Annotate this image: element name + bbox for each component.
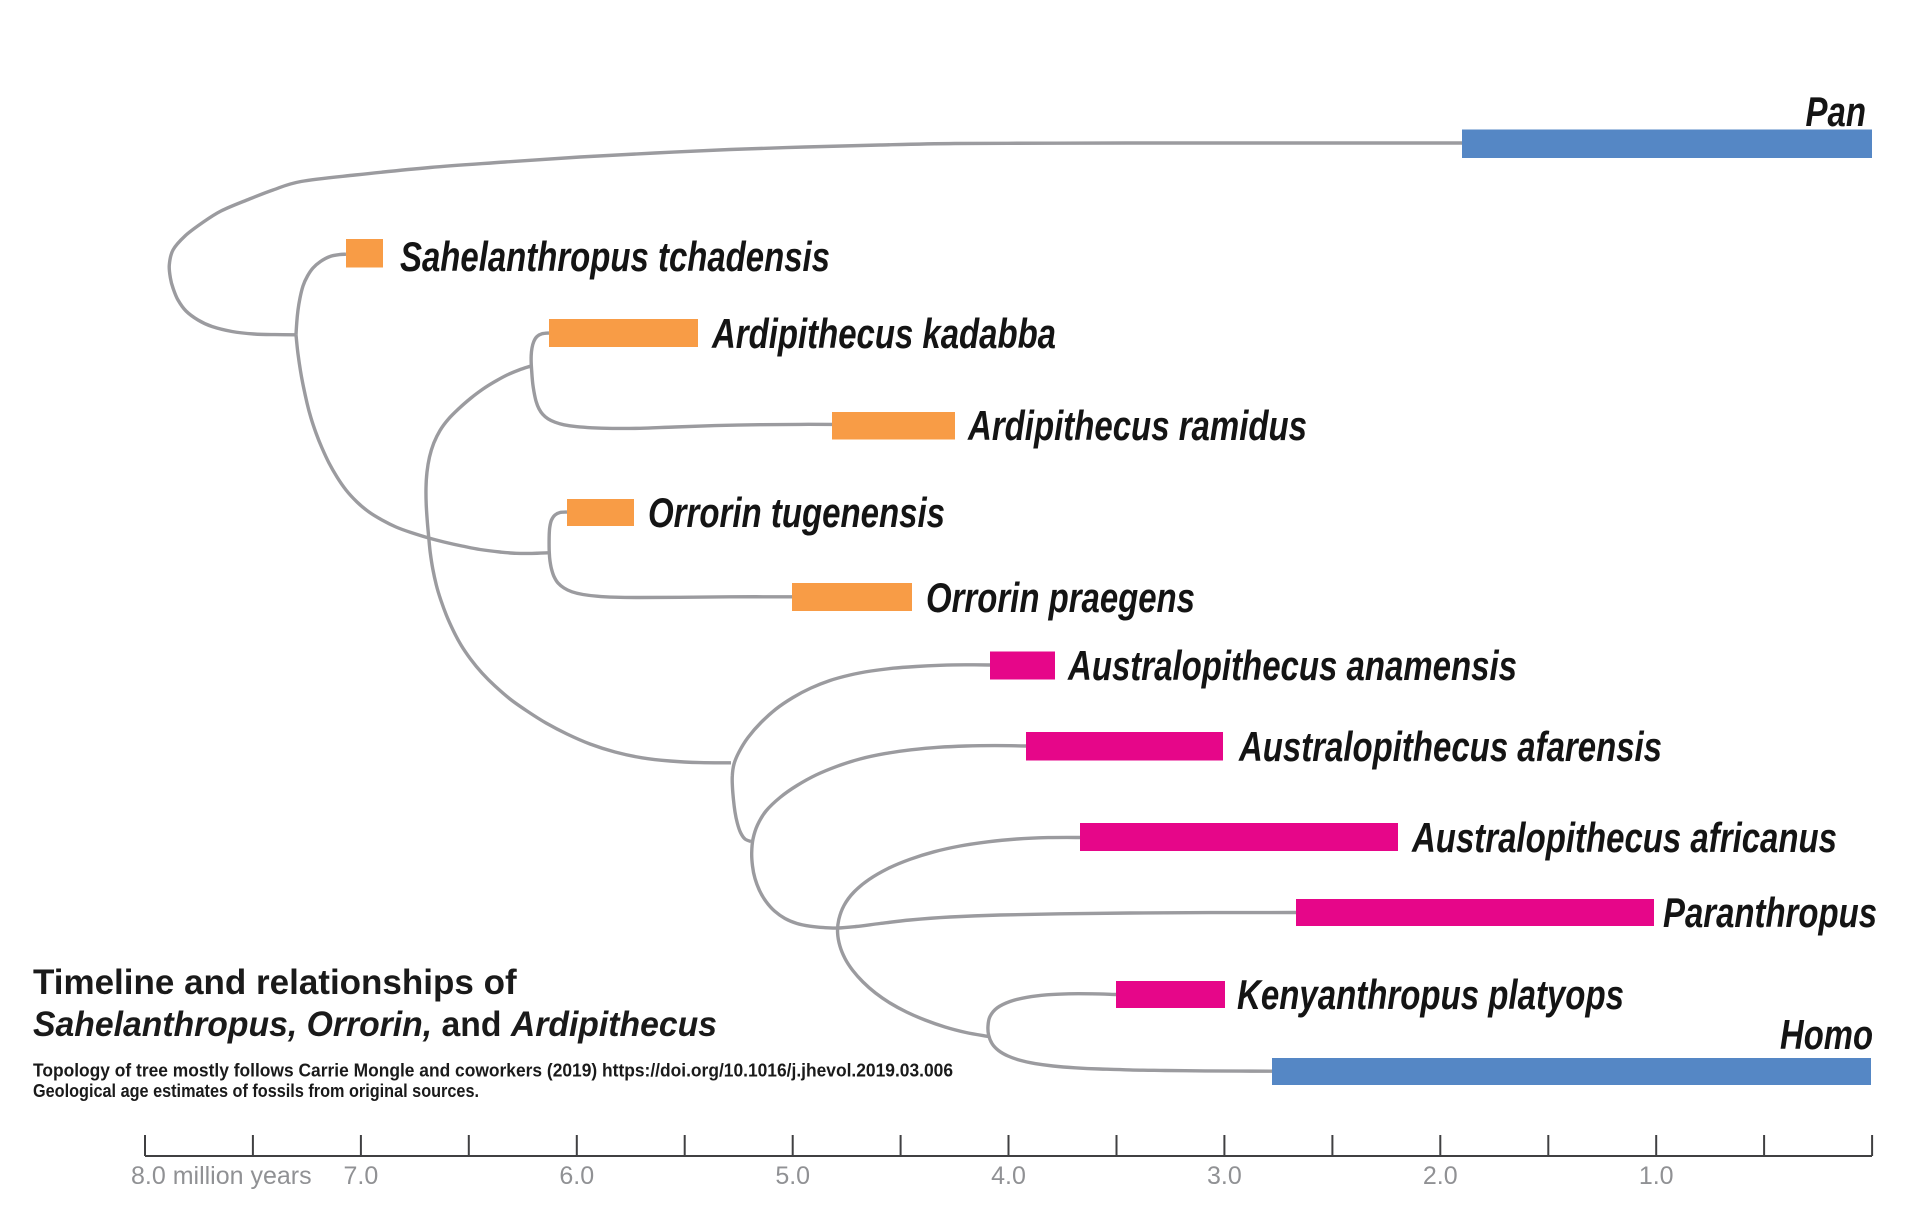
svg-text:Orrorin praegens: Orrorin praegens [926,574,1195,621]
svg-text:4.0: 4.0 [991,1162,1026,1190]
svg-text:Australopithecus africanus: Australopithecus africanus [1411,814,1837,861]
svg-text:Sahelanthropus tchadensis: Sahelanthropus tchadensis [400,233,830,280]
svg-text:Homo: Homo [1780,1011,1873,1058]
svg-text:Ardipithecus ramidus: Ardipithecus ramidus [967,402,1307,449]
svg-text:Pan: Pan [1806,88,1867,135]
svg-text:8.0 million years: 8.0 million years [131,1162,312,1190]
svg-text:7.0: 7.0 [344,1162,379,1190]
svg-text:Australopithecus afarensis: Australopithecus afarensis [1238,723,1662,770]
svg-text:Australopithecus anamensis: Australopithecus anamensis [1067,642,1517,689]
svg-text:1.0: 1.0 [1639,1162,1674,1190]
svg-text:2.0: 2.0 [1423,1162,1458,1190]
svg-text:Orrorin tugenensis: Orrorin tugenensis [648,489,945,536]
svg-text:Timeline and relationships of: Timeline and relationships of [33,963,517,1002]
svg-text:5.0: 5.0 [775,1162,810,1190]
svg-text:Paranthropus: Paranthropus [1663,889,1877,936]
svg-text:Ardipithecus kadabba: Ardipithecus kadabba [711,310,1056,357]
svg-text:3.0: 3.0 [1207,1162,1242,1190]
svg-text:Geological age estimates of fo: Geological age estimates of fossils from… [33,1081,479,1101]
svg-text:Sahelanthropus, Orrorin, and A: Sahelanthropus, Orrorin, and Ardipithecu… [33,1005,717,1044]
svg-text:Kenyanthropus platyops: Kenyanthropus platyops [1237,971,1624,1018]
svg-text:6.0: 6.0 [559,1162,594,1190]
svg-text:Topology of tree mostly follow: Topology of tree mostly follows Carrie M… [33,1061,953,1081]
